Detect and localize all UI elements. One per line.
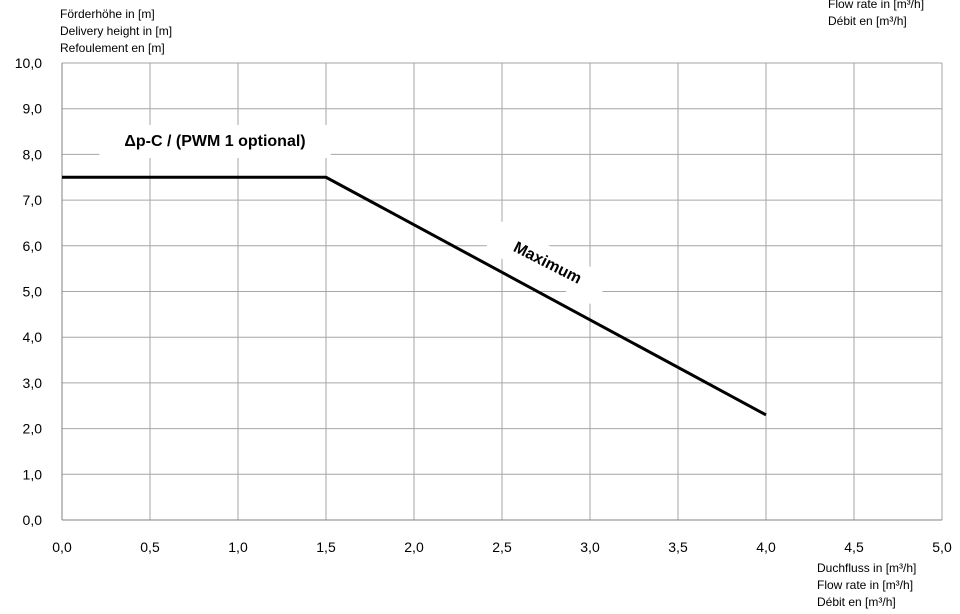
x-tick-label: 0,5	[140, 539, 160, 555]
x-axis-label: Duchfluss in [m³/h]	[817, 561, 916, 575]
annotation-background	[484, 220, 610, 307]
x-tick-label: 1,5	[316, 539, 336, 555]
annotation-text: Δp-C / (PWM 1 optional)	[124, 133, 305, 150]
x-tick-label: 2,5	[492, 539, 512, 555]
y-tick-label: 6,0	[23, 238, 43, 254]
annotation: Maximum	[484, 220, 610, 307]
y-tick-label: 3,0	[23, 375, 43, 391]
y-tick-label: 7,0	[23, 192, 43, 208]
line	[62, 175, 767, 417]
x-tick-label: 3,5	[668, 539, 688, 555]
x-tick-label: 0,0	[52, 539, 72, 555]
annotation: Δp-C / (PWM 1 optional)	[99, 125, 331, 158]
x-axis-label: Flow rate in [m³/h]	[817, 578, 913, 592]
annotation-background	[99, 125, 331, 158]
x-tick-label: 2,0	[404, 539, 424, 555]
x-axis-label: Débit en [m³/h]	[817, 595, 896, 609]
y-tick-label: 10,0	[15, 55, 42, 71]
x-tick-label: 4,5	[844, 539, 864, 555]
x-tick-label: 4,0	[756, 539, 776, 555]
x-tick-label: 3,0	[580, 539, 600, 555]
y-axis-label: Delivery height in [m]	[60, 24, 172, 38]
x-tick-label: 5,0	[932, 539, 952, 555]
y-tick-label: 5,0	[23, 284, 43, 300]
y-tick-label: 2,0	[23, 421, 43, 437]
y-tick-label: 9,0	[23, 101, 43, 117]
y-tick-label: 4,0	[23, 329, 43, 345]
y-axis-label: Förderhöhe in [m]	[60, 7, 155, 21]
top-right-label: Flow rate in [m³/h]	[828, 0, 924, 11]
top-right-label: Débit en [m³/h]	[828, 14, 907, 28]
y-tick-label: 0,0	[23, 512, 43, 528]
x-tick-label: 1,0	[228, 539, 248, 555]
y-axis-label: Refoulement en [m]	[60, 41, 165, 55]
y-tick-label: 1,0	[23, 466, 43, 482]
y-tick-label: 8,0	[23, 146, 43, 162]
